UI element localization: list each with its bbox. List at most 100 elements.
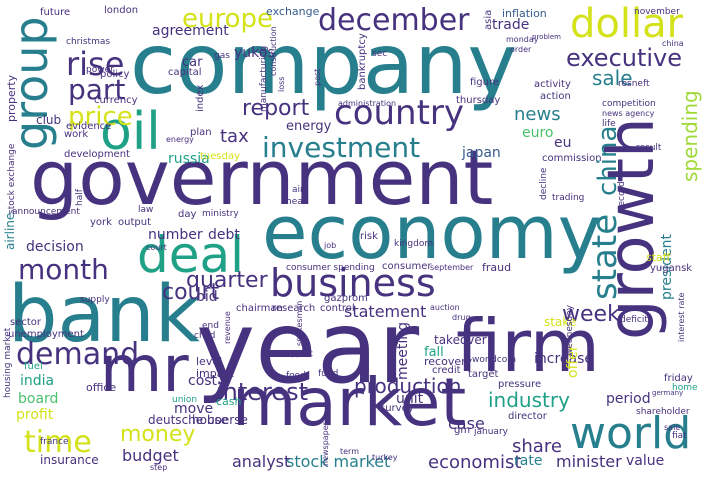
word: revenue: [223, 311, 232, 344]
word: recovery: [424, 355, 473, 368]
word: post: [313, 68, 322, 86]
word: deficit: [620, 315, 648, 325]
word: exchange: [266, 5, 320, 18]
word: life: [602, 119, 616, 129]
word: court: [162, 280, 220, 305]
word: club: [36, 113, 62, 127]
word: evidence: [66, 121, 112, 132]
word: impact: [196, 367, 234, 380]
word: order: [510, 45, 532, 54]
word: work: [64, 129, 89, 140]
word: administration: [338, 99, 397, 108]
word: york: [90, 217, 112, 228]
word: state: [585, 213, 625, 300]
word: increase: [534, 351, 594, 367]
word: london: [104, 5, 139, 16]
word: development: [64, 149, 130, 160]
word: price: [68, 102, 133, 132]
word: number: [148, 227, 203, 243]
word: worldcom: [472, 355, 517, 365]
word: bankruptcy: [357, 33, 368, 90]
word: gm: [454, 425, 471, 436]
word: sale: [664, 423, 681, 432]
word: share: [512, 436, 562, 457]
word: shareholder: [636, 407, 690, 417]
word: auction: [430, 303, 460, 312]
word: spending: [678, 90, 702, 182]
word: office: [86, 381, 117, 394]
word: stock exchange: [7, 143, 17, 214]
word: oil: [100, 102, 161, 162]
word: stock market: [286, 452, 391, 471]
word: mr: [100, 333, 189, 407]
word: sector: [10, 317, 42, 328]
word: value: [626, 453, 665, 469]
word: time: [24, 425, 92, 460]
word: thursday: [456, 95, 501, 106]
word: airline: [3, 212, 17, 250]
word: production: [354, 374, 462, 398]
word: plan: [190, 127, 212, 138]
word: month: [18, 253, 109, 286]
word: money: [120, 422, 196, 447]
word: home: [672, 383, 698, 393]
word: executive: [566, 44, 683, 72]
word: fall: [424, 345, 444, 360]
word: interest rate: [677, 292, 686, 342]
word: unemployment: [8, 329, 84, 340]
word: rise: [66, 45, 125, 83]
word: wednesday: [565, 304, 575, 356]
word: germany: [652, 389, 684, 397]
word: currency: [94, 95, 138, 106]
word: india: [20, 373, 55, 389]
word: france: [40, 437, 69, 447]
word: november: [634, 7, 680, 17]
word: report: [242, 96, 310, 121]
word: industry: [488, 388, 570, 412]
word: house: [192, 413, 229, 427]
word: future: [40, 7, 71, 18]
word: january: [474, 427, 508, 437]
word: company: [130, 15, 518, 113]
word: level: [196, 355, 223, 368]
word: capital: [168, 67, 202, 78]
word: energy: [286, 119, 332, 134]
word: sec: [372, 49, 388, 59]
word: profit: [16, 407, 54, 423]
word: property: [5, 74, 18, 122]
word: week: [562, 302, 620, 327]
word: economist: [428, 452, 522, 473]
word: tax: [220, 126, 249, 147]
word: bid: [196, 289, 218, 305]
word: debt: [208, 227, 240, 243]
word: insurance: [40, 453, 99, 467]
word: tuesday: [200, 151, 241, 162]
word: food: [286, 371, 306, 381]
word: meeting: [395, 321, 411, 380]
word: news: [514, 104, 561, 125]
word: year: [196, 289, 420, 406]
word: car: [182, 55, 203, 70]
word: staff: [646, 251, 671, 264]
word: economy: [262, 190, 602, 276]
word: asia: [483, 9, 494, 30]
word: market: [232, 364, 467, 441]
word: drug: [452, 313, 471, 322]
word: support: [282, 349, 313, 358]
word: fund: [318, 369, 339, 379]
word: deutsche boerse: [148, 413, 248, 427]
word: announcement: [12, 207, 80, 217]
word: action: [540, 91, 571, 102]
word: spokesman: [295, 300, 304, 346]
word: result: [636, 143, 662, 153]
word: budget: [122, 446, 179, 465]
word: japan: [462, 145, 501, 161]
word: yukos: [234, 45, 275, 61]
word: rate: [514, 453, 543, 469]
word: activity: [534, 79, 571, 90]
word: part: [68, 73, 126, 106]
word: bank: [8, 270, 200, 360]
word: day: [178, 209, 197, 220]
word: head: [286, 197, 309, 207]
word: dollar: [570, 1, 684, 47]
